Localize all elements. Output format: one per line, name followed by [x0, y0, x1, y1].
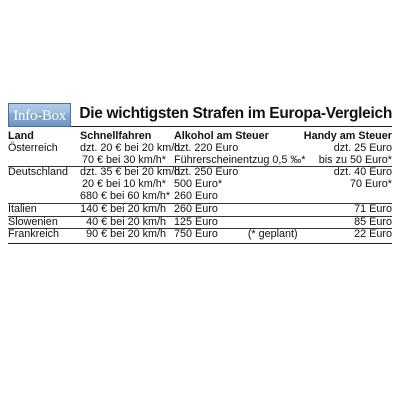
table-row: Österreich dzt. 20 € bei 20 km/h dzt. 22… — [8, 141, 392, 155]
info-box-badge: Info-Box — [8, 103, 72, 127]
table-header-row: Land Schnellfahren Alkohol am Steuer Han… — [8, 130, 392, 143]
table-row: 680 € bei 60 km/h* 260 Euro — [8, 189, 392, 204]
phone-cell: 22 Euro — [354, 228, 392, 241]
country-cell: Deutschland — [8, 166, 69, 179]
phone-cell: dzt. 40 Euro — [333, 166, 392, 179]
table-row: 70 € bei 30 km/h* Führerscheinentzug 0,5… — [8, 153, 392, 168]
column-header-handy: Handy am Steuer — [303, 130, 392, 142]
country-cell: Slowenien — [8, 215, 58, 228]
table-row: Frankreich 90 € bei 20 km/h 750 Euro (* … — [8, 229, 392, 241]
alcohol-cell: 125 Euro — [174, 215, 218, 228]
speeding-cell: 140 € bei 20 km/h — [80, 202, 166, 215]
penalty-table: Land Schnellfahren Alkohol am Steuer Han… — [8, 130, 392, 241]
column-header-alkohol: Alkohol am Steuer — [174, 130, 269, 142]
phone-cell — [290, 191, 392, 203]
speeding-cell: 20 € bei 10 km/h* — [81, 178, 166, 191]
speeding-cell: 40 € bei 20 km/h — [86, 215, 166, 228]
column-header-schnellfahren: Schnellfahren — [80, 130, 152, 142]
alcohol-cell: dzt. 250 Euro — [174, 166, 239, 179]
table-row: 20 € bei 10 km/h* 500 Euro* 70 Euro* — [8, 178, 392, 191]
bottom-divider — [8, 243, 392, 245]
info-box-title: Die wichtigsten Strafen im Europa-Vergle… — [79, 105, 392, 122]
alcohol-cell: 260 Euro — [174, 202, 218, 215]
country-cell: Frankreich — [8, 228, 60, 241]
phone-cell: 70 Euro* — [349, 178, 392, 191]
phone-cell: bis zu 50 Euro* — [318, 153, 392, 166]
speeding-cell: 70 € bei 30 km/h* — [81, 153, 166, 166]
phone-cell: 85 Euro — [354, 215, 392, 228]
country-cell — [8, 155, 80, 167]
alcohol-cell: 750 Euro (* geplant) — [174, 228, 298, 241]
column-header-land: Land — [8, 130, 34, 142]
speeding-cell: dzt. 20 € bei 20 km/h — [80, 141, 181, 154]
speeding-cell: 90 € bei 20 km/h — [86, 228, 166, 241]
alcohol-cell: Führerscheinentzug 0,5 ‰* — [174, 153, 306, 166]
country-cell: Österreich — [8, 141, 58, 154]
speeding-cell: 680 € bei 60 km/h* — [80, 189, 171, 202]
speeding-cell: dzt. 35 € bei 20 km/h — [80, 166, 181, 179]
alcohol-cell: 260 Euro — [174, 189, 218, 202]
table-row: Deutschland dzt. 35 € bei 20 km/h dzt. 2… — [8, 167, 392, 179]
info-box: Info-Box Die wichtigsten Strafen im Euro… — [8, 100, 392, 245]
phone-cell: 71 Euro — [354, 202, 392, 215]
country-cell — [8, 179, 80, 191]
country-cell: Italien — [8, 202, 37, 215]
alcohol-cell: dzt. 220 Euro — [174, 141, 239, 154]
table-row: Italien 140 € bei 20 km/h 260 Euro 71 Eu… — [8, 202, 392, 217]
alcohol-cell: 500 Euro* — [174, 178, 223, 191]
country-cell — [8, 191, 80, 203]
phone-cell: dzt. 25 Euro — [333, 141, 392, 154]
table-row: Slowenien 40 € bei 20 km/h 125 Euro 85 E… — [8, 215, 392, 230]
info-box-header: Info-Box Die wichtigsten Strafen im Euro… — [8, 100, 392, 127]
